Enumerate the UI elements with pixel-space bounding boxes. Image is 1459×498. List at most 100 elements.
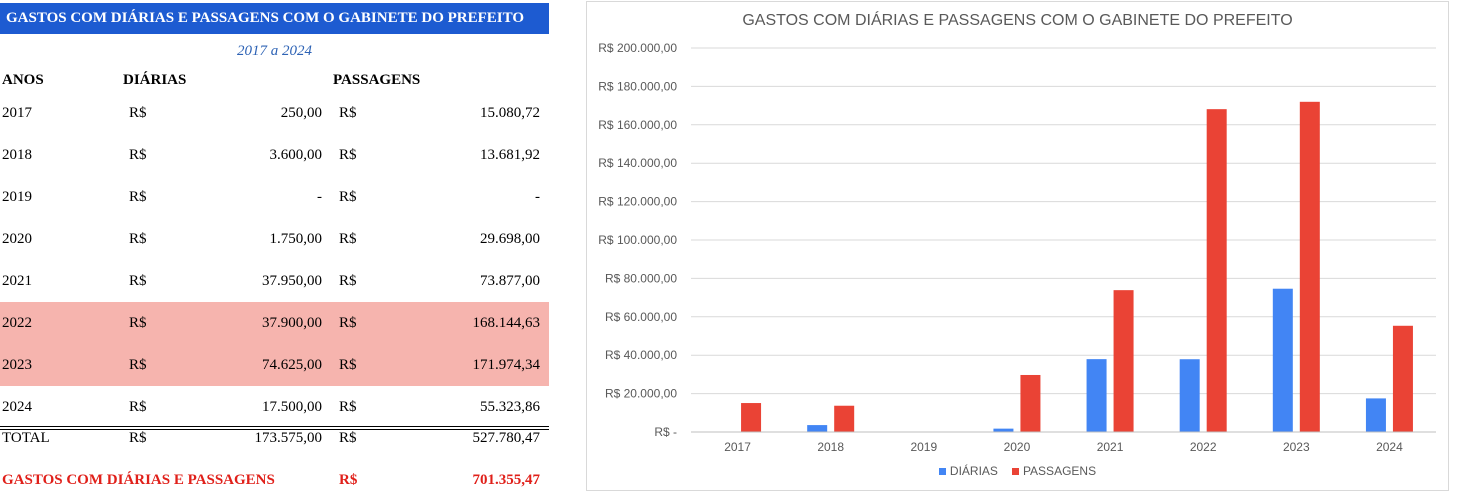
year-cell: 2018 (2, 146, 32, 163)
x-tick-label: 2017 (724, 440, 751, 454)
grand-total-value: 701.355,47 (472, 471, 541, 488)
currency-symbol: R$ (339, 471, 358, 488)
y-tick-label: R$ 20.000,00 (605, 387, 677, 401)
grand-total-row: GASTOS COM DIÁRIAS E PASSAGENS R$ 701.35… (0, 462, 549, 498)
table-row: 2021 R$ 37.950,00 R$ 73.877,00 (0, 260, 549, 302)
passagens-cell: 73.877,00 (480, 272, 540, 289)
diarias-cell: 17.500,00 (262, 398, 322, 415)
legend-label: DIÁRIAS (949, 464, 998, 478)
x-tick-label: 2023 (1283, 440, 1310, 454)
currency-symbol: R$ (129, 429, 147, 446)
total-passagens: 527.780,47 (472, 429, 541, 446)
currency-symbol: R$ (339, 188, 357, 205)
x-tick-label: 2021 (1097, 440, 1124, 454)
chart-legend: DIÁRIAS PASSAGENS (587, 464, 1448, 478)
spreadsheet-table: GASTOS COM DIÁRIAS E PASSAGENS COM O GAB… (0, 0, 550, 498)
x-tick-label: 2020 (1004, 440, 1031, 454)
currency-symbol: R$ (129, 146, 147, 163)
y-tick-label: R$ 60.000,00 (605, 310, 677, 324)
passagens-cell: 171.974,34 (472, 356, 541, 373)
year-cell: 2020 (2, 230, 32, 247)
passagens-cell: 55.323,86 (480, 398, 540, 415)
header-diarias: DIÁRIAS (123, 72, 187, 88)
currency-symbol: R$ (129, 398, 147, 415)
bar-chart: R$ - R$ 20.000,00 R$ 40.000,00 R$ 60.000,00… (598, 41, 1436, 454)
y-tick-label: R$ 120.000,00 (598, 195, 677, 209)
bar-diarias (1272, 288, 1293, 432)
legend-swatch (1011, 467, 1019, 475)
table-row: 2023 R$ 74.625,00 R$ 171.974,34 (0, 344, 549, 386)
x-tick-label: 2018 (817, 440, 844, 454)
currency-symbol: R$ (339, 230, 357, 247)
bar-diarias (993, 428, 1014, 432)
legend-label: PASSAGENS (1022, 464, 1097, 478)
diarias-cell: 37.950,00 (262, 272, 322, 289)
diarias-cell: 250,00 (280, 104, 322, 121)
currency-symbol: R$ (339, 356, 357, 373)
currency-symbol: R$ (339, 146, 357, 163)
legend-swatch (938, 467, 946, 475)
year-cell: 2019 (2, 188, 32, 205)
year-cell: 2023 (2, 356, 32, 373)
currency-symbol: R$ (339, 272, 357, 289)
currency-symbol: R$ (339, 104, 357, 121)
bar-passagens (1299, 101, 1320, 432)
bar-passagens (1113, 290, 1134, 432)
year-cell: 2022 (2, 314, 32, 331)
total-border-bottom (0, 429, 549, 430)
y-tick-label: R$ 200.000,00 (598, 41, 677, 55)
table-row: 2019 R$ - R$ - (0, 176, 549, 218)
table-row: 2024 R$ 17.500,00 R$ 55.323,86 (0, 386, 549, 428)
currency-symbol: R$ (129, 314, 147, 331)
x-tick-label: 2022 (1190, 440, 1217, 454)
grand-total-label: GASTOS COM DIÁRIAS E PASSAGENS (2, 471, 275, 488)
year-cell: 2017 (2, 104, 32, 121)
total-diarias: 173.575,00 (254, 429, 323, 446)
chart-area[interactable]: GASTOS COM DIÁRIAS E PASSAGENS COM O GAB… (586, 1, 1449, 491)
y-tick-label: R$ 160.000,00 (598, 118, 677, 132)
currency-symbol: R$ (129, 230, 147, 247)
bar-passagens (741, 403, 762, 432)
year-cell: 2021 (2, 272, 32, 289)
table-row: 2022 R$ 37.900,00 R$ 168.144,63 (0, 302, 549, 344)
table-row: 2020 R$ 1.750,00 R$ 29.698,00 (0, 218, 549, 260)
table-row: 2017 R$ 250,00 R$ 15.080,72 (0, 92, 549, 134)
currency-symbol: R$ (129, 104, 147, 121)
y-tick-label: R$ 100.000,00 (598, 233, 677, 247)
currency-symbol: R$ (339, 429, 357, 446)
legend-entry: DIÁRIAS (938, 464, 998, 478)
currency-symbol: R$ (129, 272, 147, 289)
passagens-cell: 29.698,00 (480, 230, 540, 247)
header-anos: ANOS (2, 72, 44, 88)
passagens-cell: 15.080,72 (480, 104, 540, 121)
y-tick-label: R$ 40.000,00 (605, 348, 677, 362)
total-border-top (0, 426, 549, 427)
header-passagens: PASSAGENS (333, 72, 421, 88)
passagens-cell: 168.144,63 (472, 314, 541, 331)
diarias-cell: 74.625,00 (262, 356, 322, 373)
currency-symbol: R$ (339, 314, 357, 331)
diarias-cell: 37.900,00 (262, 314, 322, 331)
x-tick-label: 2019 (910, 440, 937, 454)
bar-passagens (1392, 325, 1413, 432)
bar-passagens (834, 405, 855, 432)
currency-symbol: R$ (339, 398, 357, 415)
year-cell: 2024 (2, 398, 32, 415)
y-tick-label: R$ 180.000,00 (598, 79, 677, 93)
y-tick-label: R$ - (654, 425, 677, 439)
passagens-cell: - (535, 188, 540, 205)
passagens-cell: 13.681,92 (480, 146, 540, 163)
diarias-cell: 1.750,00 (269, 230, 323, 247)
chart-title: GASTOS COM DIÁRIAS E PASSAGENS COM O GAB… (742, 12, 1293, 29)
bar-passagens (1020, 374, 1041, 432)
y-tick-label: R$ 80.000,00 (605, 271, 677, 285)
y-tick-label: R$ 140.000,00 (598, 156, 677, 170)
diarias-cell: 3.600,00 (269, 146, 323, 163)
legend-entry: PASSAGENS (1011, 464, 1097, 478)
bar-diarias (1365, 398, 1386, 432)
diarias-cell: - (317, 188, 322, 205)
bar-diarias (807, 425, 828, 432)
bar-passagens (1206, 109, 1227, 433)
bar-diarias (1086, 359, 1107, 432)
table-title: GASTOS COM DIÁRIAS E PASSAGENS COM O GAB… (0, 3, 549, 34)
